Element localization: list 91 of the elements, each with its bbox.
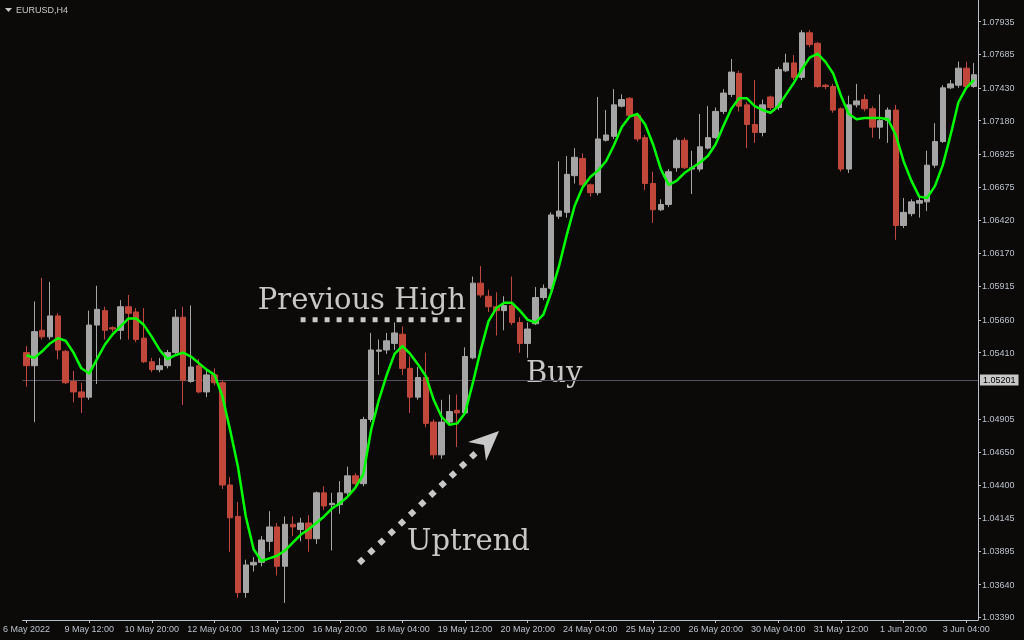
candlestick: [196, 358, 202, 394]
y-tick-label: 1.04905: [982, 413, 1015, 424]
x-tick-label: 30 May 04:00: [751, 623, 806, 634]
candlestick: [141, 307, 147, 364]
candlestick: [595, 96, 601, 196]
text: EURUSD,H4: [16, 4, 69, 15]
candlestick: [55, 312, 61, 360]
candlestick: [203, 370, 210, 398]
candlestick: [673, 137, 680, 173]
annotation: Uptrend: [407, 522, 530, 557]
candlestick: [235, 501, 241, 599]
line-series: [25, 52, 976, 563]
candlestick: [23, 345, 30, 388]
candlestick: [94, 285, 100, 385]
candlestick: [524, 321, 531, 359]
x-tick-label: 9 May 12:00: [64, 623, 114, 634]
candlestick: [297, 517, 304, 542]
y-tick-label: 1.03640: [982, 579, 1015, 590]
y-tick-label: 1.03390: [982, 612, 1015, 623]
y-tick-label: 1.05660: [982, 314, 1015, 325]
x-tick-label: 6 May 2022: [2, 623, 51, 634]
candlestick: [587, 183, 594, 198]
y-tick-label: 1.07430: [982, 82, 1015, 93]
candlestick: [517, 316, 523, 354]
y-tick-label: 1.06170: [982, 247, 1015, 258]
candlestick: [86, 310, 92, 401]
y-tick-label: 1.05410: [982, 347, 1015, 358]
candlestick: [477, 265, 484, 299]
candlestick: [188, 304, 194, 384]
y-tick-label: 1.04650: [982, 447, 1015, 458]
candlestick: [791, 54, 797, 81]
x-tick-label: 31 May 12:00: [813, 623, 869, 634]
candlestick: [603, 109, 609, 143]
x-tick-label: 25 May 12:00: [625, 623, 681, 634]
candlestick: [321, 485, 327, 511]
candlestick: [744, 101, 750, 149]
x-tick-label: 18 May 04:00: [375, 623, 430, 634]
candlestick: [556, 160, 562, 220]
candlestick: [689, 150, 695, 195]
x-tick-label: 3 Jun 04:00: [942, 623, 990, 634]
candlestick: [626, 96, 633, 119]
candlestick: [39, 277, 45, 340]
x-tick-label: 24 May 04:00: [563, 623, 618, 634]
x-tick-label: 1 Jun 20:00: [880, 623, 928, 634]
candlestick: [180, 306, 186, 406]
y-tick-label: 1.07685: [982, 49, 1015, 60]
y-tick-label: 1.03895: [982, 546, 1015, 557]
candlestick: [799, 29, 805, 81]
candlestick: [446, 394, 453, 426]
y-tick-label: 1.04145: [982, 513, 1015, 524]
candlestick: [501, 295, 507, 331]
candlestick: [932, 122, 938, 169]
y-tick-label: 1.07180: [982, 115, 1015, 126]
x-tick-label: 10 May 20:00: [124, 623, 180, 634]
x-tick-label: 19 May 12:00: [437, 623, 493, 634]
candlestick: [329, 492, 335, 552]
candlestick: [579, 152, 586, 188]
candlestick: [438, 399, 445, 460]
candlestick: [650, 171, 656, 224]
candlestick: [31, 300, 38, 423]
y-tick-label: 1.07935: [982, 16, 1015, 27]
x-tick-label: 26 May 20:00: [688, 623, 743, 634]
candlestick: [274, 522, 280, 576]
ref-line-label: 1.05201: [983, 375, 1016, 385]
x-tick-label: 20 May 20:00: [500, 623, 555, 634]
candlestick: [767, 95, 774, 111]
y-tick-label: 1.04400: [982, 479, 1015, 490]
candlestick: [454, 394, 460, 448]
candlestick: [893, 104, 899, 241]
candlestick: [509, 276, 515, 326]
candlestick: [681, 137, 688, 170]
candlestick: [290, 515, 296, 537]
candlestick: [415, 366, 421, 401]
y-tick-label: 1.05915: [982, 281, 1015, 292]
y-tick-label: 1.06675: [982, 181, 1015, 192]
candlestick: [470, 276, 476, 360]
candlestick: [149, 357, 155, 373]
x-tick-label: 16 May 20:00: [312, 623, 368, 634]
series-label: Previous High: [257, 282, 467, 317]
y-tick-label: 1.06925: [982, 149, 1015, 160]
candlestick: [282, 515, 288, 604]
candlestick: [313, 491, 320, 545]
candlestick: [963, 61, 970, 89]
y-tick-label: 1.06420: [982, 215, 1015, 226]
candlestick: [838, 106, 844, 173]
candlestick: [759, 99, 766, 137]
candlestick: [752, 79, 758, 144]
candlestick: [877, 93, 883, 140]
x-tick-label: 12 May 04:00: [187, 623, 242, 634]
x-tick-label: 13 May 12:00: [249, 623, 305, 634]
candlestick: [47, 281, 53, 340]
